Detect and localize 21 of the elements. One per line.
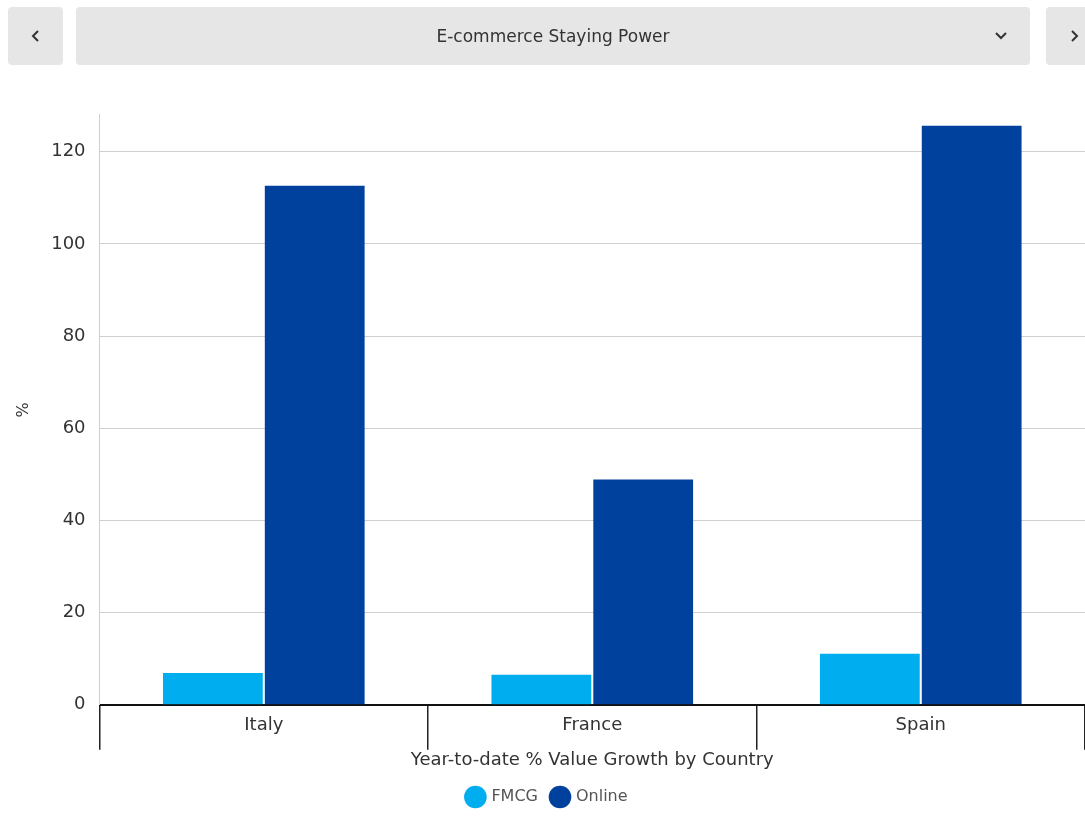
bar [921, 125, 1022, 705]
legend-label: Online [575, 786, 628, 806]
y-tick-label: 80 [62, 323, 86, 345]
chart-title: E-commerce Staying Power [436, 26, 670, 46]
legend-label: FMCG [491, 786, 538, 806]
bar [593, 479, 694, 705]
y-tick-label: 0 [74, 692, 86, 714]
y-tick-label: 20 [62, 600, 86, 622]
bar [819, 653, 920, 705]
y-tick-label: 40 [62, 508, 86, 530]
bar [491, 674, 592, 705]
x-tick-label: Italy [244, 713, 284, 735]
x-tick-label: Spain [895, 713, 946, 735]
bar [264, 185, 365, 705]
bar [162, 673, 263, 705]
y-axis-title: % [12, 402, 32, 418]
y-tick-label: 100 [51, 231, 86, 253]
y-tick-label: 120 [51, 139, 86, 161]
y-tick-label: 60 [62, 415, 86, 437]
x-axis-title: Year-to-date % Value Growth by Country [409, 747, 775, 769]
x-tick-label: France [562, 713, 623, 735]
